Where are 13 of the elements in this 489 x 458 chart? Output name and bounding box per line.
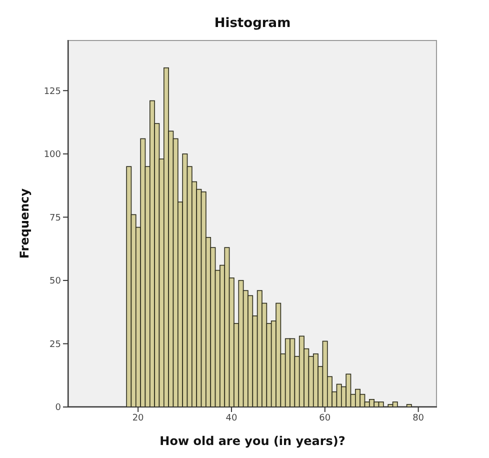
y-tick-label: 0 xyxy=(55,403,62,414)
chart-title: Histogram xyxy=(213,16,292,31)
y-tick-label: 75 xyxy=(50,213,61,224)
y-tick-label: 100 xyxy=(44,150,62,160)
x-tick-label: 40 xyxy=(226,413,238,424)
x-axis-title: How old are you (in years)? xyxy=(160,434,346,448)
y-tick-label: 25 xyxy=(50,340,61,350)
y-axis-title: Frequency xyxy=(17,188,32,259)
x-tick-label: 80 xyxy=(412,413,424,424)
x-tick-label: 60 xyxy=(319,413,331,424)
y-tick-label: 50 xyxy=(50,276,62,287)
x-tick-label: 20 xyxy=(132,413,144,424)
y-tick-label: 125 xyxy=(44,86,61,97)
